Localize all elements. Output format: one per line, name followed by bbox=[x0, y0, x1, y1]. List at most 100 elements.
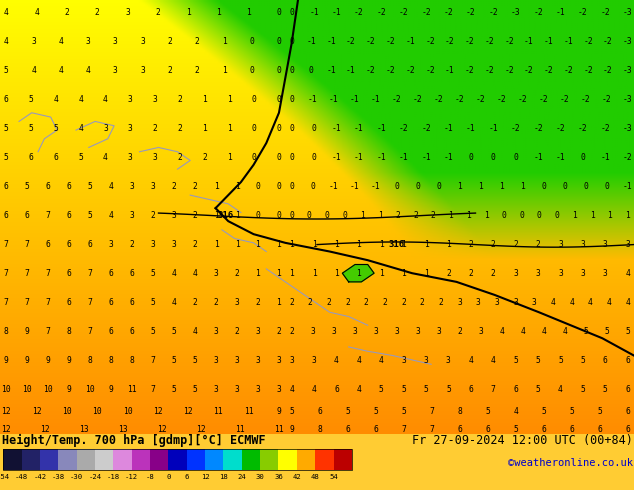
Text: 6: 6 bbox=[109, 298, 113, 307]
Text: 5: 5 bbox=[193, 356, 198, 366]
Text: 7: 7 bbox=[4, 240, 9, 249]
Text: 5: 5 bbox=[4, 153, 9, 162]
Text: 5: 5 bbox=[485, 408, 490, 416]
Text: 10: 10 bbox=[62, 408, 72, 416]
Text: 1: 1 bbox=[448, 211, 453, 220]
Text: 5: 5 bbox=[4, 66, 9, 75]
Text: 0: 0 bbox=[252, 95, 257, 104]
Text: 3: 3 bbox=[401, 356, 406, 366]
Text: 54: 54 bbox=[329, 474, 338, 480]
Text: 4: 4 bbox=[103, 153, 108, 162]
Text: 4: 4 bbox=[491, 356, 496, 366]
Text: 10: 10 bbox=[122, 408, 133, 416]
Text: -2: -2 bbox=[466, 8, 476, 17]
Text: 5: 5 bbox=[580, 385, 585, 394]
Text: 9: 9 bbox=[25, 356, 30, 366]
Text: 5: 5 bbox=[603, 385, 608, 394]
Text: 1: 1 bbox=[235, 182, 240, 191]
Text: -2: -2 bbox=[366, 37, 375, 46]
Text: 2: 2 bbox=[457, 327, 462, 336]
Text: -2: -2 bbox=[600, 124, 610, 133]
Text: 316: 316 bbox=[217, 211, 233, 220]
Text: 4: 4 bbox=[78, 124, 83, 133]
Text: -30: -30 bbox=[70, 474, 83, 480]
Text: 10: 10 bbox=[93, 408, 102, 416]
Text: 9: 9 bbox=[25, 327, 30, 336]
Text: 7: 7 bbox=[25, 298, 30, 307]
Text: 5: 5 bbox=[378, 385, 384, 394]
Text: 2: 2 bbox=[195, 66, 200, 75]
Text: -2: -2 bbox=[518, 95, 527, 104]
Text: 8: 8 bbox=[87, 356, 93, 366]
Text: -2: -2 bbox=[392, 95, 401, 104]
Text: 13: 13 bbox=[119, 425, 128, 434]
Text: -1: -1 bbox=[329, 95, 339, 104]
Text: 0: 0 bbox=[276, 66, 281, 75]
Text: 1: 1 bbox=[222, 37, 227, 46]
Text: 4: 4 bbox=[4, 37, 9, 46]
Text: 4: 4 bbox=[356, 385, 361, 394]
Text: 0: 0 bbox=[252, 124, 257, 133]
Text: -3: -3 bbox=[623, 124, 633, 133]
Bar bbox=[3, 449, 352, 470]
Text: 6: 6 bbox=[109, 327, 113, 336]
Text: 2: 2 bbox=[193, 182, 198, 191]
Text: 0: 0 bbox=[519, 211, 524, 220]
Text: 5: 5 bbox=[373, 408, 378, 416]
Text: 3: 3 bbox=[276, 385, 281, 394]
Text: 4: 4 bbox=[513, 408, 518, 416]
Text: 3: 3 bbox=[276, 356, 281, 366]
Text: 12: 12 bbox=[1, 408, 11, 416]
Text: 3: 3 bbox=[151, 182, 155, 191]
Text: 2: 2 bbox=[153, 124, 157, 133]
Text: 6: 6 bbox=[67, 298, 72, 307]
Text: 24: 24 bbox=[237, 474, 246, 480]
Text: 7: 7 bbox=[151, 385, 155, 394]
Text: 1: 1 bbox=[401, 240, 406, 249]
Text: 4: 4 bbox=[58, 66, 63, 75]
Text: 2: 2 bbox=[193, 211, 198, 220]
Text: 7: 7 bbox=[491, 385, 496, 394]
Text: 3: 3 bbox=[625, 240, 630, 249]
Text: 7: 7 bbox=[401, 425, 406, 434]
Text: 18: 18 bbox=[219, 474, 228, 480]
Text: 7: 7 bbox=[25, 269, 30, 278]
Text: 0: 0 bbox=[166, 474, 171, 480]
Text: 1: 1 bbox=[457, 182, 462, 191]
Text: -2: -2 bbox=[421, 8, 431, 17]
Text: 5: 5 bbox=[29, 124, 34, 133]
Text: 48: 48 bbox=[311, 474, 320, 480]
Text: 1: 1 bbox=[356, 269, 361, 278]
Text: 9: 9 bbox=[67, 356, 72, 366]
Text: -2: -2 bbox=[544, 66, 553, 75]
Text: 5: 5 bbox=[513, 425, 518, 434]
Text: -1: -1 bbox=[444, 153, 453, 162]
Text: 5: 5 bbox=[53, 124, 58, 133]
Text: 11: 11 bbox=[127, 385, 137, 394]
Text: 3: 3 bbox=[153, 153, 157, 162]
Text: 4: 4 bbox=[569, 298, 574, 307]
Text: 6: 6 bbox=[4, 95, 9, 104]
Text: -1: -1 bbox=[444, 124, 453, 133]
Text: 6: 6 bbox=[597, 425, 602, 434]
Text: 2: 2 bbox=[364, 298, 369, 307]
Text: -2: -2 bbox=[560, 95, 569, 104]
Text: 1: 1 bbox=[334, 240, 339, 249]
Text: -1: -1 bbox=[371, 182, 380, 191]
Text: 1: 1 bbox=[256, 269, 261, 278]
Text: 7: 7 bbox=[46, 298, 51, 307]
Bar bbox=[186, 449, 205, 470]
Text: 11: 11 bbox=[214, 408, 223, 416]
Text: 1: 1 bbox=[276, 269, 281, 278]
Text: 5: 5 bbox=[172, 356, 176, 366]
Text: -1: -1 bbox=[623, 182, 633, 191]
Text: 5: 5 bbox=[151, 269, 155, 278]
Text: 3: 3 bbox=[140, 37, 145, 46]
Text: 3: 3 bbox=[103, 124, 108, 133]
Text: 4: 4 bbox=[172, 269, 176, 278]
Text: 3: 3 bbox=[128, 153, 133, 162]
Text: 1: 1 bbox=[378, 211, 382, 220]
Text: -2: -2 bbox=[399, 8, 408, 17]
Text: 3: 3 bbox=[311, 356, 316, 366]
Text: -3: -3 bbox=[623, 95, 633, 104]
